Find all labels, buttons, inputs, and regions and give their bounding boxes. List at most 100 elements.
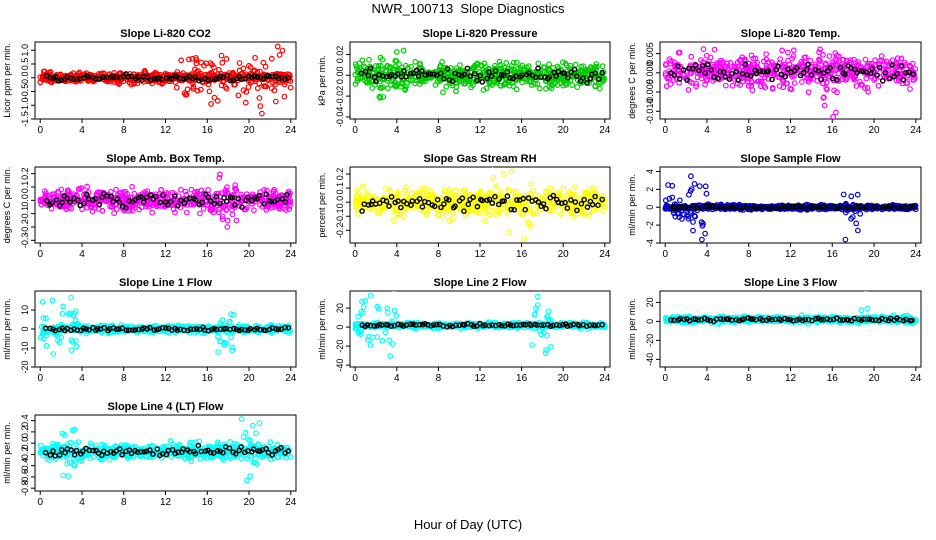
- mean-point: [684, 77, 690, 83]
- data-point: [574, 84, 581, 90]
- data-point: [43, 190, 49, 197]
- data-point: [68, 294, 74, 301]
- data-point: [400, 47, 407, 54]
- mean-point: [479, 79, 486, 85]
- data-point: [742, 65, 749, 71]
- mean-point: [720, 69, 727, 75]
- data-point: [581, 212, 588, 219]
- data-point: [55, 190, 62, 197]
- x-tick-label: 12: [474, 125, 486, 136]
- y-axis-label: percent per min.: [317, 172, 327, 237]
- data-point: [218, 52, 225, 59]
- data-point: [910, 76, 917, 83]
- data-point: [182, 91, 189, 98]
- y-tick-label: 2: [645, 187, 655, 192]
- data-point: [372, 63, 379, 69]
- mean-point: [413, 67, 420, 74]
- mean-point: [562, 199, 568, 206]
- mean-point: [470, 194, 476, 201]
- x-tick-label: 20: [243, 373, 255, 384]
- data-point: [586, 190, 593, 197]
- mean-point: [245, 73, 252, 80]
- data-point: [536, 85, 543, 92]
- data-point: [848, 193, 855, 200]
- mean-point: [53, 196, 60, 203]
- x-tick-label: 4: [704, 249, 710, 260]
- data-point: [209, 61, 216, 68]
- data-point: [224, 224, 231, 230]
- data-point: [257, 189, 264, 196]
- mean-point: [849, 205, 855, 211]
- mean-point: [868, 70, 874, 77]
- data-point: [453, 88, 459, 95]
- x-tick-label: 24: [599, 373, 611, 384]
- x-tick-label: 0: [352, 125, 358, 136]
- data-point: [268, 55, 275, 62]
- mean-point: [235, 195, 242, 202]
- mean-point: [178, 197, 184, 204]
- mean-point: [452, 203, 458, 209]
- data-point: [238, 191, 245, 198]
- mean-point: [367, 65, 374, 71]
- mean-point: [254, 74, 261, 80]
- data-point: [840, 191, 847, 198]
- data-point: [584, 66, 590, 73]
- mean-point: [52, 73, 59, 80]
- mean-point: [191, 326, 197, 333]
- data-point: [435, 212, 442, 219]
- data-point: [44, 282, 49, 287]
- data-point: [481, 205, 488, 212]
- mean-point: [863, 69, 870, 75]
- data-point: [556, 189, 562, 196]
- data-point: [784, 49, 791, 56]
- data-point: [498, 65, 505, 72]
- mean-point: [159, 324, 166, 331]
- x-tick-label: 0: [37, 373, 43, 384]
- mean-point: [692, 62, 699, 68]
- data-point: [468, 84, 475, 91]
- y-tick-label: -20: [335, 340, 345, 353]
- data-point: [690, 227, 696, 234]
- data-point: [517, 200, 523, 207]
- data-point: [111, 210, 117, 217]
- data-point: [235, 92, 242, 99]
- mean-point: [167, 198, 174, 205]
- mean-point: [854, 70, 860, 76]
- data-point: [492, 62, 498, 69]
- y-axis-label: ml/min per min.: [2, 298, 12, 360]
- mean-point: [486, 196, 493, 203]
- data-point: [824, 65, 831, 72]
- data-point: [408, 63, 415, 70]
- data-point: [391, 207, 397, 214]
- data-point: [520, 67, 527, 74]
- y-tick-label: -0.3: [20, 233, 30, 249]
- mean-point: [227, 77, 234, 84]
- data-point: [441, 192, 447, 198]
- data-point: [185, 56, 192, 63]
- mean-point: [508, 206, 515, 213]
- y-tick-label: -0.2: [335, 223, 345, 239]
- mean-point: [67, 199, 74, 206]
- x-tick-label: 8: [436, 249, 442, 260]
- mean-point: [434, 196, 441, 203]
- y-axis-label: Licor ppm per min.: [2, 43, 12, 118]
- x-tick-label: 20: [243, 249, 255, 260]
- y-tick-label: 0.005: [645, 42, 655, 65]
- data-point: [703, 52, 710, 59]
- data-point: [149, 209, 156, 216]
- data-point: [369, 85, 376, 91]
- chart-title: Slope Amb. Box Temp.: [106, 153, 225, 165]
- data-point: [443, 205, 450, 212]
- data-point: [662, 72, 669, 78]
- data-point: [68, 347, 75, 354]
- mean-point: [574, 207, 580, 214]
- data-point: [219, 59, 226, 66]
- data-point: [398, 80, 405, 87]
- data-point: [190, 85, 197, 92]
- data-point: [281, 205, 288, 212]
- data-point: [392, 83, 398, 89]
- mean-point: [205, 77, 212, 83]
- data-point: [214, 97, 221, 104]
- data-point: [443, 83, 450, 90]
